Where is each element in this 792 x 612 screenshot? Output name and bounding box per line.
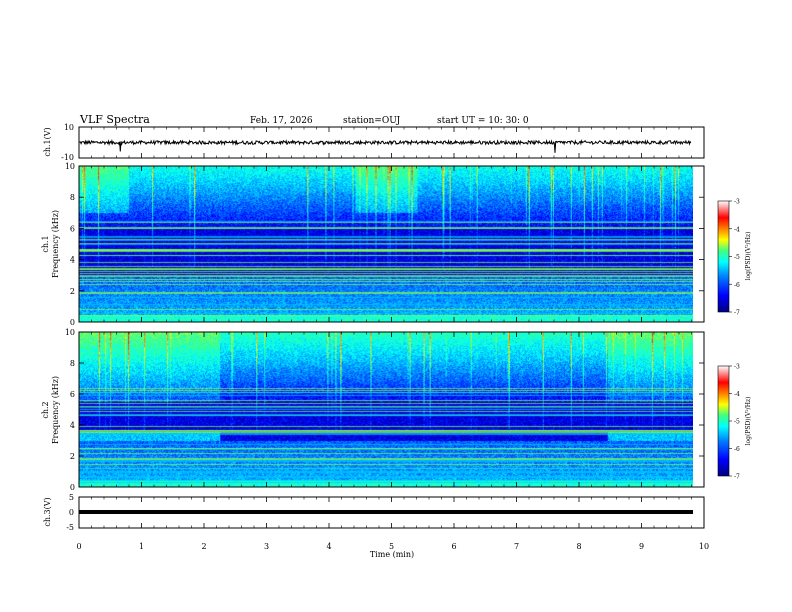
colorbar-tick-label: -4	[734, 391, 740, 398]
ch1-spec-ylabel-channel: ch.1	[41, 235, 50, 252]
ytick-label: 10	[65, 328, 75, 337]
ytick-label: 8	[70, 193, 75, 202]
colorbar-tick-label: -3	[734, 199, 740, 206]
time-axis-ticks: 0 1 2 3 4 5 6 7 8 9 10	[76, 127, 709, 551]
ch3-ytick-top: 5	[69, 493, 74, 502]
colorbar-tick-label: -7	[734, 474, 740, 481]
colorbar-tick-label: -5	[734, 419, 740, 426]
ytick-label: 10	[65, 162, 75, 171]
ytick-label: 4	[70, 421, 75, 430]
ch3-waveform-panel: 5 0 -5 ch.3(V)	[43, 493, 705, 532]
colorbar-tick-label: -7	[734, 310, 740, 317]
ch2-spec-ylabel-freq: Frequency (kHz)	[51, 376, 60, 444]
time-axis-label: Time (min)	[370, 550, 414, 559]
xtick-label: 10	[699, 542, 709, 551]
ch3-ytick-mid: 0	[69, 508, 74, 517]
ch2-colorbar	[717, 365, 730, 477]
colorbar-tick-label: -4	[734, 226, 740, 233]
ytick-label: 0	[70, 318, 75, 327]
ch2-spectrogram-heatmap	[79, 332, 693, 487]
ch3-ytick-bottom: -5	[66, 523, 74, 532]
ch2-colorbar-ticks: -3 -4 -5 -6 -7	[729, 364, 740, 481]
ch3-ylabel: ch.3(V)	[43, 497, 52, 526]
xtick-label: 0	[76, 542, 81, 551]
start-ut-label: start UT = 10: 30: 0	[437, 116, 529, 126]
ch1-waveform-trace	[79, 138, 692, 153]
ch1-colorbar	[717, 200, 730, 313]
ch1-colorbar-ticks: -3 -4 -5 -6 -7	[729, 199, 740, 317]
ch1-spectrogram-heatmap	[79, 166, 693, 322]
ch2-spec-ylabel-channel: ch.2	[41, 401, 50, 418]
xtick-label: 3	[264, 542, 269, 551]
xtick-label: 5	[389, 542, 394, 551]
xtick-label: 9	[639, 542, 644, 551]
ytick-label: 0	[70, 483, 75, 492]
xtick-label: 4	[326, 542, 331, 551]
ch1-ylabel: ch.1(V)	[43, 127, 52, 156]
xtick-label: 1	[139, 542, 144, 551]
ytick-label: 8	[70, 359, 75, 368]
colorbar-tick-label: -6	[734, 282, 740, 289]
ch1-ytick-top: 10	[64, 123, 74, 132]
ch2-colorbar-label: log(PSD)(V²/Hz)	[745, 397, 752, 446]
xtick-label: 2	[201, 542, 206, 551]
xtick-label: 8	[576, 542, 581, 551]
xtick-label: 7	[514, 542, 519, 551]
ch2-spec-yticks: 0 2 4 6 8 10	[65, 328, 704, 492]
figure-title: VLF Spectra	[79, 113, 150, 126]
ch1-waveform-panel: 10 -10 ch.1(V)	[43, 123, 705, 162]
ytick-label: 6	[70, 390, 75, 399]
ytick-label: 6	[70, 224, 75, 233]
ytick-label: 2	[70, 287, 75, 296]
xtick-label: 6	[451, 542, 456, 551]
colorbar-tick-label: -3	[734, 364, 740, 371]
ch1-colorbar-label: log(PSD)(V²/Hz)	[745, 232, 752, 281]
ch1-ytick-bottom: -10	[61, 153, 74, 162]
ch1-spec-ylabel-freq: Frequency (kHz)	[51, 210, 60, 278]
station-label: station=OUJ	[343, 116, 401, 126]
ch1-spec-yticks: 0 2 4 6 8 10	[65, 162, 704, 327]
ytick-label: 4	[70, 256, 75, 265]
colorbar-tick-label: -5	[734, 254, 740, 261]
ytick-label: 2	[70, 452, 75, 461]
date-label: Feb. 17, 2026	[250, 116, 313, 126]
colorbar-tick-label: -6	[734, 446, 740, 453]
